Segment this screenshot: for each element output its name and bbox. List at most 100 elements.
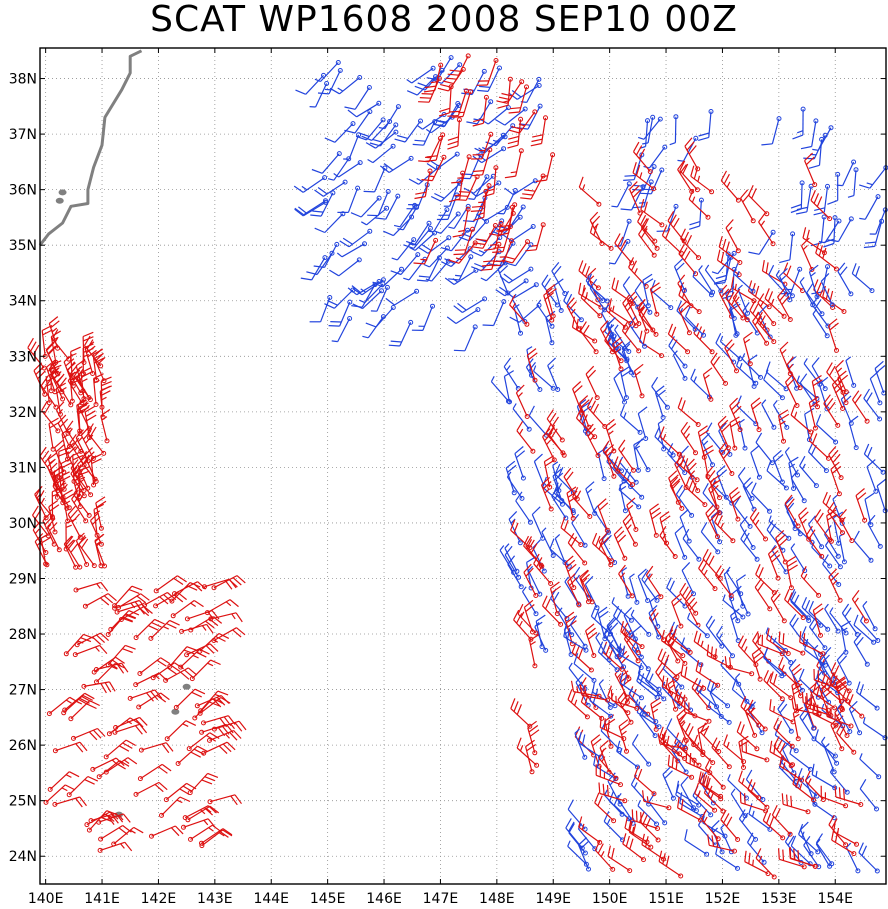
barb-station bbox=[723, 380, 728, 386]
barb-station bbox=[379, 288, 384, 294]
barb-feather bbox=[48, 452, 58, 460]
barb-shaft bbox=[614, 241, 629, 265]
barb-feather bbox=[791, 617, 799, 628]
barb-station bbox=[597, 313, 603, 319]
barb-station bbox=[764, 211, 770, 217]
barb-feather bbox=[55, 382, 67, 390]
barb-station bbox=[105, 632, 111, 637]
barb-feather bbox=[641, 569, 649, 580]
barb-feather bbox=[177, 575, 187, 583]
barb-shaft bbox=[788, 667, 803, 691]
barb-shaft bbox=[348, 134, 360, 160]
barb-station bbox=[863, 618, 869, 624]
blue-wind-barb bbox=[598, 679, 613, 710]
barb-feather bbox=[229, 599, 239, 608]
barb-station bbox=[484, 218, 489, 224]
red-wind-barb bbox=[116, 593, 150, 610]
barb-feather bbox=[543, 287, 553, 296]
barb-feather bbox=[751, 188, 757, 199]
barb-shaft bbox=[804, 413, 810, 440]
barb-feather bbox=[859, 184, 870, 189]
barb-shaft bbox=[648, 612, 660, 638]
barb-shaft bbox=[637, 413, 647, 439]
barb-feather bbox=[593, 223, 599, 229]
barb-feather bbox=[634, 445, 641, 450]
barb-station bbox=[211, 585, 217, 591]
barb-shaft bbox=[598, 683, 611, 708]
barb-feather bbox=[209, 805, 220, 814]
barb-feather bbox=[677, 397, 683, 409]
barb-feather bbox=[448, 259, 460, 264]
barb-station bbox=[736, 681, 742, 687]
barb-station bbox=[430, 303, 435, 309]
barb-station bbox=[690, 805, 696, 811]
barb-feather bbox=[587, 427, 596, 437]
barb-shaft bbox=[316, 252, 333, 275]
barb-feather bbox=[620, 208, 632, 211]
red-wind-barb bbox=[492, 224, 513, 253]
blue-wind-barb bbox=[606, 617, 622, 652]
barb-station bbox=[646, 761, 652, 767]
barb-shaft bbox=[493, 301, 505, 326]
blue-wind-barb bbox=[848, 700, 863, 736]
barb-station bbox=[173, 704, 179, 710]
barb-feather bbox=[72, 454, 84, 461]
barb-feather bbox=[827, 199, 838, 205]
barb-feather bbox=[800, 821, 809, 831]
barb-shaft bbox=[545, 432, 564, 454]
barb-feather bbox=[692, 270, 697, 277]
barb-feather bbox=[597, 641, 604, 653]
red-wind-barb bbox=[55, 476, 72, 511]
barb-feather bbox=[758, 212, 766, 223]
barb-station bbox=[136, 704, 142, 710]
red-wind-barb bbox=[41, 324, 53, 359]
barb-feather bbox=[659, 426, 665, 437]
barb-station bbox=[656, 634, 662, 640]
barb-feather bbox=[530, 641, 536, 646]
blue-wind-barb bbox=[779, 231, 796, 264]
barb-shaft bbox=[811, 120, 817, 147]
barb-station bbox=[851, 382, 857, 388]
barb-station bbox=[848, 420, 854, 426]
barb-shaft bbox=[201, 829, 224, 847]
barb-station bbox=[619, 811, 625, 817]
barb-station bbox=[631, 467, 636, 473]
barb-station bbox=[811, 725, 817, 731]
barb-shaft bbox=[845, 360, 855, 386]
barb-station bbox=[91, 669, 97, 675]
barb-feather bbox=[414, 196, 426, 200]
barb-station bbox=[444, 207, 450, 213]
barb-shaft bbox=[766, 371, 787, 390]
barb-shaft bbox=[650, 289, 672, 309]
barb-station bbox=[46, 711, 52, 717]
barb-feather bbox=[837, 262, 846, 272]
red-wind-barb bbox=[52, 741, 88, 754]
barb-feather bbox=[453, 349, 465, 352]
barb-shaft bbox=[455, 309, 479, 325]
barb-feather bbox=[158, 781, 168, 791]
barb-feather bbox=[67, 446, 77, 455]
barb-feather bbox=[597, 498, 607, 507]
barb-feather bbox=[679, 509, 689, 518]
barb-feather bbox=[111, 666, 118, 670]
barb-feather bbox=[207, 772, 219, 778]
barb-station bbox=[854, 631, 860, 637]
barb-feather bbox=[828, 446, 837, 456]
barb-feather bbox=[620, 723, 630, 732]
barb-station bbox=[646, 631, 652, 637]
barb-feather bbox=[82, 354, 90, 358]
barb-station bbox=[874, 705, 880, 711]
barb-feather bbox=[793, 713, 800, 719]
blue-wind-barb bbox=[343, 132, 362, 160]
blue-wind-barb bbox=[716, 465, 729, 500]
red-wind-barb bbox=[572, 381, 585, 416]
barb-station bbox=[632, 541, 638, 547]
barb-feather bbox=[218, 632, 230, 639]
barb-feather bbox=[773, 400, 778, 406]
barb-feather bbox=[838, 374, 849, 383]
barb-shaft bbox=[515, 500, 531, 523]
barb-feather bbox=[704, 264, 710, 271]
barb-feather bbox=[589, 435, 595, 441]
barb-feather bbox=[546, 439, 552, 446]
barb-feather bbox=[65, 535, 74, 546]
